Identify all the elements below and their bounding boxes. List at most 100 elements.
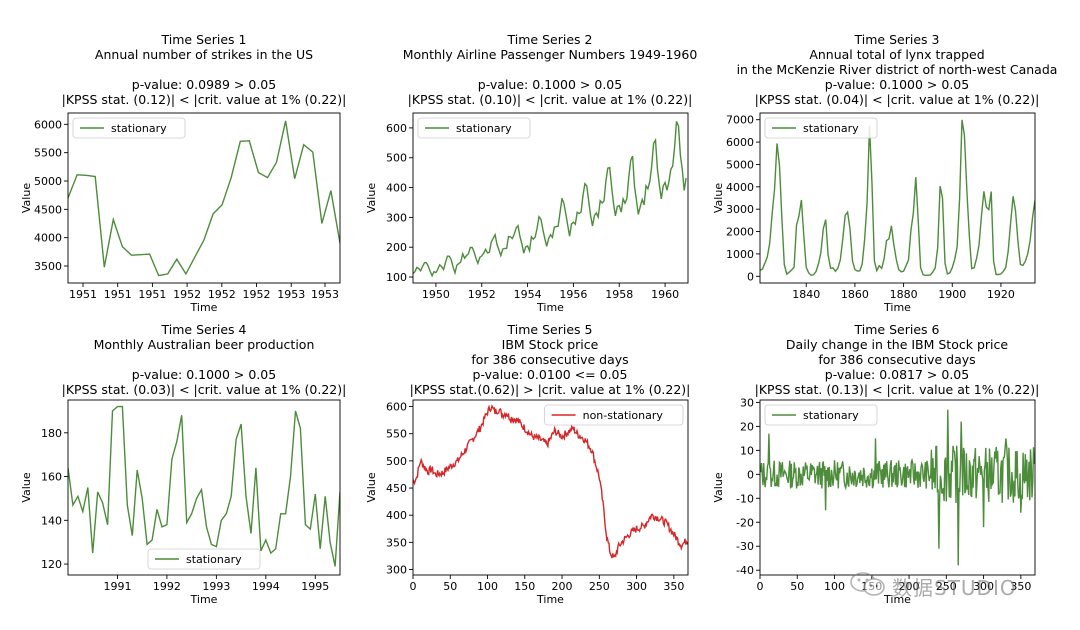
- legend-label: non-stationary: [583, 409, 664, 422]
- x-tick-label: 1880: [890, 288, 918, 301]
- y-tick-label: -20: [736, 516, 754, 529]
- x-tick-label: 1952: [468, 288, 496, 301]
- x-tick-label: 1950: [422, 288, 450, 301]
- y-tick-label: 6000: [34, 118, 62, 131]
- chart-3-title-line: in the McKenzie River district of north-…: [736, 62, 1058, 77]
- x-tick-label: 1953: [277, 288, 305, 301]
- wechat-icon: [850, 572, 885, 596]
- chart-6-title-line: |KPSS stat. (0.13)| < |crit. value at 1%…: [754, 382, 1040, 397]
- x-tick-label: 1958: [605, 288, 633, 301]
- x-tick-label: 1952: [208, 288, 236, 301]
- x-tick-label: 200: [552, 580, 573, 593]
- y-axis-label: Value: [712, 183, 725, 213]
- chart-5-frame: [412, 399, 689, 576]
- chart-4-title-line: Monthly Australian beer production: [93, 337, 315, 352]
- chart-1-title-line: p-value: 0.0989 > 0.05: [131, 77, 277, 92]
- y-tick-label: 400: [386, 182, 407, 195]
- legend-label: stationary: [803, 409, 859, 422]
- chart-2-title-line: Monthly Airline Passenger Numbers 1949-1…: [402, 47, 698, 62]
- chart-3-series-line: [760, 119, 1035, 277]
- chart-4-title: Time Series 4 Monthly Australian beer pro…: [0, 322, 504, 397]
- chart-5-title-line: p-value: 0.0100 <= 0.05: [472, 367, 628, 382]
- x-tick-label: 250: [589, 580, 610, 593]
- chart-1-frame: [67, 112, 341, 284]
- legend: stationary: [417, 117, 531, 139]
- x-tick-label: 1954: [514, 288, 542, 301]
- chart-2-series-line: [413, 121, 687, 278]
- y-tick-label: 300: [386, 211, 407, 224]
- y-tick-label: 400: [386, 509, 407, 522]
- chart-3-title-line: Annual total of lynx trapped: [809, 47, 985, 62]
- x-axis-label: Time: [883, 301, 911, 314]
- y-tick-label: 550: [386, 428, 407, 441]
- y-tick-label: 5000: [34, 175, 62, 188]
- x-tick-label: 1840: [792, 288, 820, 301]
- legend: stationary: [764, 117, 878, 139]
- chart-5-title-line: IBM Stock price: [501, 337, 599, 352]
- y-tick-label: 300: [386, 564, 407, 577]
- y-axis-label: Value: [365, 472, 378, 502]
- legend-label: stationary: [186, 553, 242, 566]
- y-axis-label: Value: [20, 183, 33, 213]
- chart-2-title: Time Series 2 Monthly Airline Passenger N…: [250, 32, 850, 107]
- x-tick-label: 150: [514, 580, 535, 593]
- chart-6-title-line: for 386 consecutive days: [818, 352, 976, 367]
- y-axis-label: Value: [20, 472, 33, 502]
- chart-2-frame: [412, 112, 689, 284]
- y-tick-label: 3500: [34, 260, 62, 273]
- y-tick-label: -10: [736, 492, 754, 505]
- legend-label: stationary: [111, 122, 167, 135]
- legend: stationary: [72, 117, 186, 139]
- chart-1-title-line: Time Series 1: [161, 32, 247, 47]
- watermark-text: 数据STUDIO: [892, 576, 1017, 600]
- chart-3-title: Time Series 3 Annual total of lynx trappe…: [597, 32, 1080, 107]
- chart-4-series-line: [68, 405, 340, 567]
- x-tick-label: 1956: [559, 288, 587, 301]
- y-tick-label: 350: [386, 536, 407, 549]
- x-tick-label: 0: [757, 580, 764, 593]
- y-tick-label: 140: [41, 514, 62, 527]
- chart-4-title-line: Time Series 4: [161, 322, 247, 337]
- chart-6-series-line: [760, 409, 1035, 566]
- x-tick-label: 1953: [311, 288, 339, 301]
- legend: stationary: [147, 548, 261, 570]
- y-tick-label: 10: [740, 444, 754, 457]
- y-axis-label: Value: [365, 183, 378, 213]
- chart-2-title-line: Time Series 2: [507, 32, 593, 47]
- chart-6-title-line: Time Series 6: [854, 322, 940, 337]
- y-tick-label: 450: [386, 482, 407, 495]
- legend: non-stationary: [544, 404, 684, 426]
- chart-4-title-line: |KPSS stat. (0.03)| < |crit. value at 1%…: [61, 382, 347, 397]
- chart-6-frame: [759, 399, 1036, 576]
- chart-2-title-line: p-value: 0.1000 > 0.05: [477, 77, 623, 92]
- y-tick-label: 4500: [34, 203, 62, 216]
- legend: stationary: [764, 404, 878, 426]
- y-tick-label: 180: [41, 427, 62, 440]
- y-tick-label: 2000: [726, 226, 754, 239]
- y-tick-label: 3000: [726, 203, 754, 216]
- y-tick-label: 4000: [726, 181, 754, 194]
- legend-label: stationary: [456, 122, 512, 135]
- chart-3-title-line: p-value: 0.1000 > 0.05: [824, 77, 970, 92]
- watermark: 数据STUDIO: [848, 570, 1044, 600]
- chart-2-title-line: |KPSS stat. (0.10)| < |crit. value at 1%…: [407, 92, 693, 107]
- y-tick-label: -40: [736, 564, 754, 577]
- x-tick-label: 1900: [938, 288, 966, 301]
- y-tick-label: 0: [747, 270, 754, 283]
- x-tick-label: 1860: [841, 288, 869, 301]
- chart-4-frame: [67, 399, 341, 576]
- legend-label: stationary: [803, 122, 859, 135]
- chart-1-series-line: [68, 120, 340, 277]
- y-tick-label: -30: [736, 540, 754, 553]
- x-tick-label: 0: [410, 580, 417, 593]
- y-tick-label: 600: [386, 122, 407, 135]
- y-tick-label: 160: [41, 471, 62, 484]
- x-axis-label: Time: [190, 593, 218, 606]
- chart-5-title-line: for 386 consecutive days: [471, 352, 629, 367]
- chart-3-frame: [759, 112, 1036, 284]
- x-tick-label: 1960: [651, 288, 679, 301]
- y-tick-label: 200: [386, 241, 407, 254]
- y-tick-label: 600: [386, 401, 407, 414]
- chart-5-series-line: [413, 404, 688, 559]
- x-tick-label: 1920: [987, 288, 1015, 301]
